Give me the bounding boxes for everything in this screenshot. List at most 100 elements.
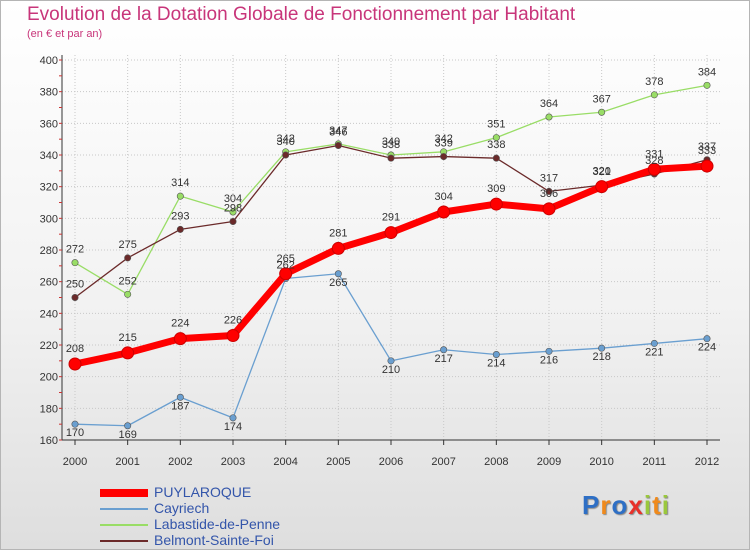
data-point bbox=[68, 357, 82, 371]
legend-swatch bbox=[100, 489, 148, 497]
data-label: 320 bbox=[592, 166, 610, 178]
data-label: 217 bbox=[434, 353, 452, 365]
logo-letter: o bbox=[611, 490, 629, 520]
data-label: 340 bbox=[382, 136, 400, 148]
data-point bbox=[282, 151, 290, 159]
logo-letter: t bbox=[652, 490, 662, 520]
data-point bbox=[71, 293, 79, 301]
data-label: 339 bbox=[434, 138, 452, 150]
data-label: 262 bbox=[276, 260, 294, 272]
x-tick-label: 2007 bbox=[431, 456, 455, 468]
data-point bbox=[124, 422, 132, 430]
data-point bbox=[176, 192, 184, 200]
data-label: 367 bbox=[592, 93, 610, 105]
data-point bbox=[384, 226, 398, 240]
data-point bbox=[71, 420, 79, 428]
logo-letter: r bbox=[600, 490, 612, 520]
y-tick-label: 220 bbox=[40, 340, 58, 352]
y-tick-label: 180 bbox=[40, 403, 58, 415]
data-label: 338 bbox=[487, 139, 505, 151]
y-tick-label: 320 bbox=[40, 182, 58, 194]
data-label: 272 bbox=[66, 244, 84, 256]
data-label: 293 bbox=[171, 210, 189, 222]
legend-swatch bbox=[100, 540, 148, 542]
axis-layer: 160 180 200 220 240 260 280 300 320 340 360 380 400 2… bbox=[40, 55, 720, 468]
data-label: 304 bbox=[224, 193, 242, 205]
y-tick-label: 340 bbox=[40, 150, 58, 162]
data-label: 306 bbox=[540, 188, 558, 200]
series-layer bbox=[68, 81, 714, 430]
y-tick-label: 280 bbox=[40, 245, 58, 257]
data-label: 291 bbox=[382, 212, 400, 224]
logo-letter: x bbox=[628, 490, 644, 520]
data-label: 333 bbox=[698, 145, 716, 157]
y-tick-label: 300 bbox=[40, 213, 58, 225]
data-label: 226 bbox=[224, 315, 242, 327]
data-label: 252 bbox=[118, 275, 136, 287]
data-point bbox=[176, 225, 184, 233]
x-tick-label: 2012 bbox=[695, 456, 719, 468]
data-point bbox=[331, 241, 345, 255]
data-point bbox=[121, 346, 135, 360]
data-label: 378 bbox=[645, 76, 663, 88]
data-label: 187 bbox=[171, 400, 189, 412]
data-label: 275 bbox=[118, 239, 136, 251]
data-label: 340 bbox=[276, 136, 294, 148]
x-tick-label: 2010 bbox=[589, 456, 613, 468]
data-label: 214 bbox=[487, 358, 505, 370]
data-point bbox=[71, 259, 79, 267]
x-tick-label: 2008 bbox=[484, 456, 508, 468]
data-point bbox=[492, 154, 500, 162]
data-point bbox=[700, 159, 714, 173]
data-point bbox=[387, 154, 395, 162]
data-label: 216 bbox=[540, 354, 558, 366]
data-point bbox=[229, 218, 237, 226]
data-label: 250 bbox=[66, 279, 84, 291]
data-label: 317 bbox=[540, 172, 558, 184]
data-point bbox=[703, 81, 711, 89]
data-label: 224 bbox=[698, 342, 716, 354]
data-label: 170 bbox=[66, 427, 84, 439]
data-label: 298 bbox=[224, 203, 242, 215]
data-point bbox=[279, 267, 293, 281]
data-point bbox=[703, 335, 711, 343]
data-point bbox=[387, 357, 395, 365]
data-point bbox=[334, 142, 342, 150]
data-label: 304 bbox=[434, 191, 452, 203]
data-label: 208 bbox=[66, 343, 84, 355]
x-tick-label: 2002 bbox=[168, 456, 192, 468]
data-label: 331 bbox=[645, 148, 663, 160]
data-point bbox=[545, 187, 553, 195]
y-tick-label: 200 bbox=[40, 372, 58, 384]
data-label: 364 bbox=[540, 98, 558, 110]
logo-letter: P bbox=[582, 490, 601, 520]
grid-layer bbox=[62, 55, 720, 441]
data-label: 342 bbox=[434, 133, 452, 145]
data-point bbox=[595, 180, 609, 194]
data-point bbox=[229, 208, 237, 216]
data-label: 215 bbox=[118, 332, 136, 344]
data-label: 218 bbox=[592, 351, 610, 363]
legend-swatch bbox=[100, 508, 148, 510]
data-label: 384 bbox=[698, 66, 716, 78]
data-point bbox=[226, 329, 240, 342]
data-label: 328 bbox=[645, 155, 663, 167]
data-point bbox=[598, 344, 606, 352]
data-point bbox=[492, 350, 500, 358]
data-point bbox=[124, 290, 132, 298]
data-point bbox=[492, 134, 500, 142]
data-label: 221 bbox=[645, 346, 663, 358]
data-point bbox=[545, 113, 553, 121]
legend-label: Cayriech bbox=[154, 500, 210, 516]
legend-label: Belmont-Sainte-Foi bbox=[154, 532, 274, 548]
x-tick-label: 2000 bbox=[63, 456, 87, 468]
data-label: 174 bbox=[224, 421, 242, 433]
data-label: 351 bbox=[487, 119, 505, 131]
data-label: 342 bbox=[276, 133, 294, 145]
data-point bbox=[229, 414, 237, 422]
data-point bbox=[437, 205, 451, 219]
data-label: 321 bbox=[592, 166, 610, 178]
legend-swatch bbox=[100, 524, 148, 526]
data-label: 265 bbox=[276, 253, 294, 265]
